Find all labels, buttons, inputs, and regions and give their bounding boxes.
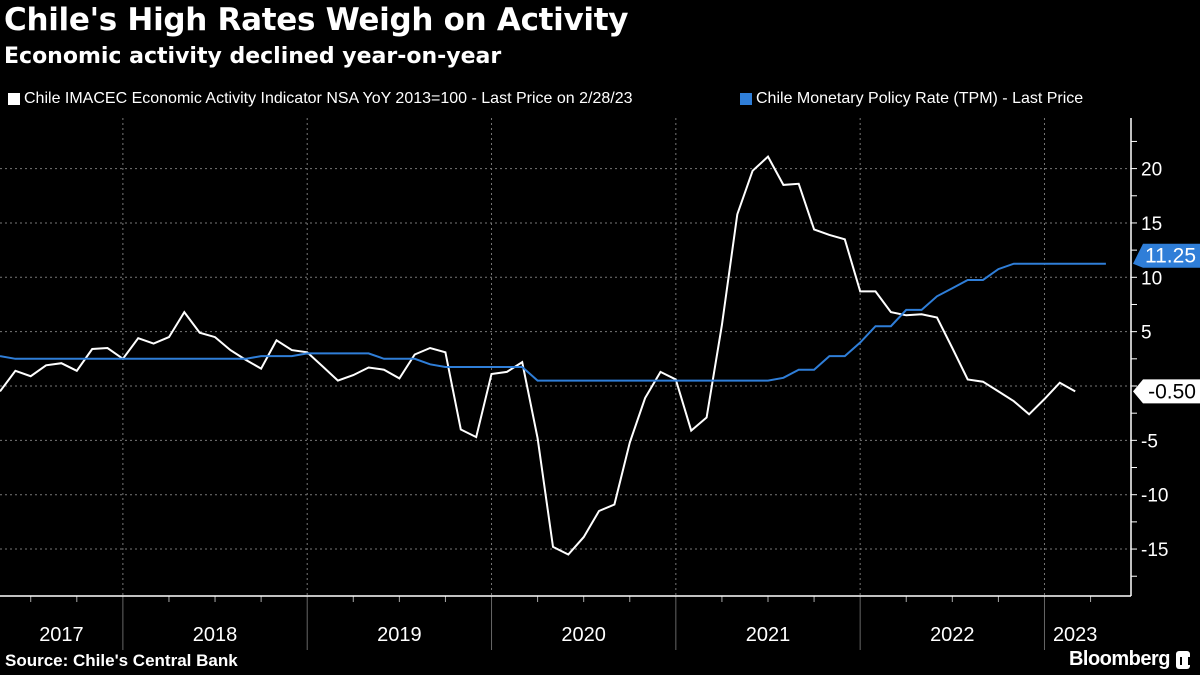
legend-item-imacec: Chile IMACEC Economic Activity Indicator… — [8, 90, 632, 108]
y-tick-label: 20 — [1141, 160, 1162, 181]
bloomberg-mark-icon — [1176, 650, 1190, 669]
legend-label: Chile Monetary Policy Rate (TPM) - Last … — [756, 90, 1084, 107]
last-value-label: 11.25 — [1145, 245, 1196, 268]
legend-label: Chile IMACEC Economic Activity Indicator… — [24, 90, 633, 107]
y-tick-label: -5 — [1141, 431, 1158, 452]
y-tick-label: -15 — [1141, 540, 1168, 561]
brand-text: Bloomberg — [1068, 648, 1171, 670]
x-tick-label: 2018 — [193, 624, 238, 646]
chart-title: Chile's High Rates Weigh on Activity — [4, 2, 629, 38]
x-tick-label: 2020 — [561, 624, 606, 646]
x-tick-label: 2021 — [746, 624, 791, 646]
y-tick-label: -10 — [1141, 486, 1168, 507]
bloomberg-logo: Bloomberg — [1069, 648, 1190, 671]
y-tick-label: 15 — [1141, 214, 1162, 235]
chart-subtitle: Economic activity declined year-on-year — [4, 44, 502, 69]
last-value-tag — [1133, 379, 1200, 404]
legend-item-tpm: Chile Monetary Policy Rate (TPM) - Last … — [740, 90, 1083, 108]
legend-swatch-white — [8, 93, 20, 105]
y-tick-label: 10 — [1141, 268, 1162, 289]
x-tick-label: 2022 — [930, 624, 975, 646]
x-tick-label: 2017 — [39, 624, 84, 646]
last-value-tag — [1133, 243, 1200, 268]
y-tick-label: 5 — [1141, 323, 1152, 344]
x-tick-label: 2023 — [1053, 624, 1098, 646]
x-tick-label: 2019 — [377, 624, 422, 646]
last-value-label: -0.50 — [1148, 380, 1196, 403]
source-note: Source: Chile's Central Bank — [5, 651, 238, 670]
legend-swatch-blue — [740, 93, 752, 105]
